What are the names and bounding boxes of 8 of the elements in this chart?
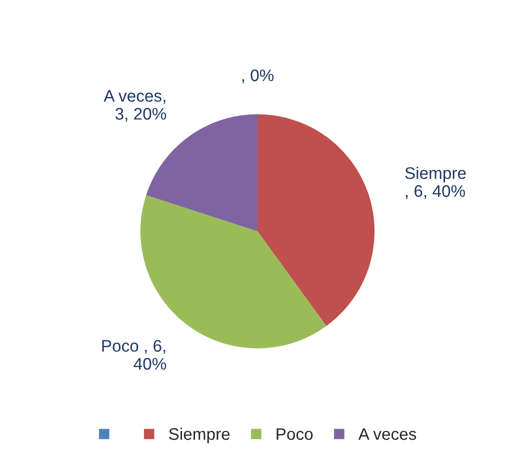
legend-label: A veces [358, 428, 416, 440]
data-label: A veces, 3, 20% [104, 90, 166, 122]
legend-label: Siempre [169, 428, 230, 444]
text: , 0% [242, 69, 274, 84]
pie-slice [258, 114, 375, 326]
legend-label: Poco [276, 428, 313, 440]
data-label: Siempre , 6, 40% [405, 166, 466, 199]
data-label: Poco , 6, 40% [102, 340, 166, 370]
